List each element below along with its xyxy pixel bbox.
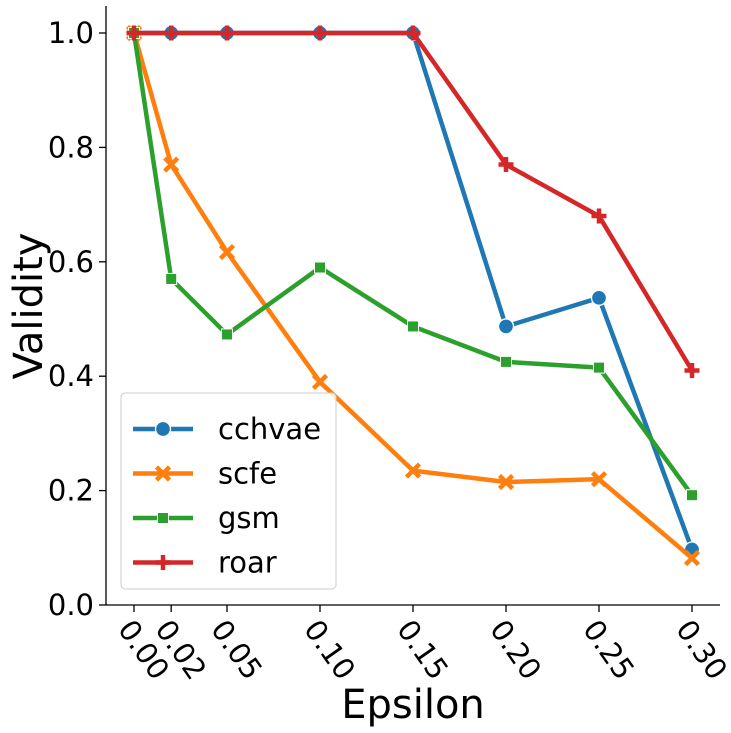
series-line-gsm	[131, 30, 695, 498]
data-point-scfe	[404, 462, 422, 479]
data-point-roar	[219, 25, 235, 41]
legend-label: cchvae	[218, 412, 321, 446]
series-scfe	[125, 24, 701, 567]
data-point-roar	[498, 157, 514, 173]
x-tick-label: 0.10	[297, 614, 362, 686]
series-line-roar	[131, 30, 695, 373]
data-point-roar	[405, 25, 421, 41]
legend-entry-cchvae: cchvae	[133, 412, 321, 446]
x-tick-label: 0.25	[576, 614, 641, 686]
legend-entry-scfe: scfe	[133, 457, 277, 491]
plot-area	[125, 24, 701, 567]
x-axis-label: Epsilon	[341, 682, 485, 728]
legend-marker	[155, 555, 171, 570]
data-point-roar	[684, 362, 700, 378]
data-point-roar	[312, 25, 328, 41]
data-point-scfe	[590, 471, 608, 488]
y-tick-label: 0.4	[48, 359, 94, 393]
legend-marker	[154, 420, 172, 438]
data-point-gsm	[221, 328, 233, 341]
data-point-scfe	[218, 243, 236, 261]
data-point-scfe	[163, 156, 180, 173]
legend-box	[120, 392, 337, 590]
data-point-gsm	[500, 355, 512, 368]
data-point-scfe	[311, 373, 329, 391]
legend-label: scfe	[218, 457, 277, 491]
y-tick-label: 0.0	[48, 588, 94, 622]
data-point-gsm	[314, 261, 326, 274]
data-point-gsm	[686, 489, 698, 502]
data-point-gsm	[407, 320, 419, 333]
legend-marker	[154, 465, 172, 482]
data-point-cchvae	[497, 318, 515, 335]
y-tick-label: 0.6	[48, 245, 94, 279]
data-point-roar	[163, 25, 179, 41]
data-point-cchvae	[590, 289, 608, 306]
y-tick-label: 0.8	[48, 130, 94, 164]
legend-label: roar	[218, 546, 277, 580]
legend-entry-gsm: gsm	[133, 501, 280, 535]
data-point-scfe	[497, 473, 515, 491]
series-roar	[126, 25, 700, 378]
y-tick-label: 0.2	[48, 474, 94, 508]
data-point-scfe	[683, 550, 701, 567]
y-axis-label: Validity	[6, 233, 52, 380]
x-tick-label: 0.05	[204, 614, 269, 686]
series-line-scfe	[131, 30, 695, 561]
data-point-gsm	[165, 272, 178, 285]
data-point-roar	[591, 208, 607, 224]
legend-entry-roar: roar	[133, 546, 277, 580]
data-point-roar	[126, 25, 142, 41]
y-tick-label: 1.0	[48, 16, 94, 50]
legend: cchvae scfe gsm roar	[120, 392, 337, 590]
x-tick-label: 0.30	[669, 614, 731, 686]
legend-marker	[157, 512, 169, 524]
x-tick-label: 0.15	[390, 614, 455, 686]
legend-label: gsm	[218, 501, 280, 535]
x-tick-label: 0.20	[483, 614, 548, 686]
data-point-gsm	[593, 361, 605, 374]
